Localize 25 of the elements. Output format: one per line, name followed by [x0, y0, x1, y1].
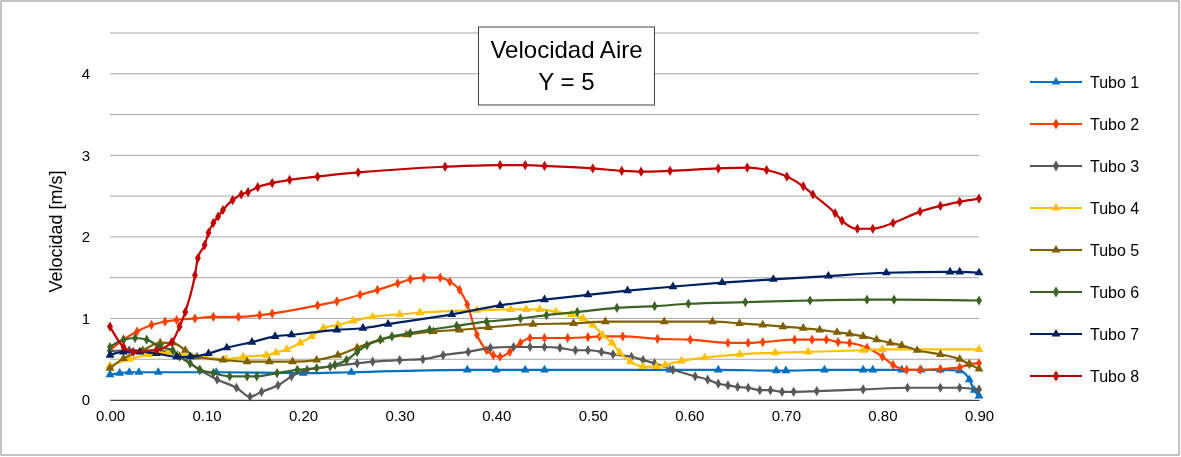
legend-label: Tubo 5	[1090, 242, 1140, 259]
y-axis-title: Velocidad [m/s]	[46, 170, 66, 293]
text: Velocidad Aire Y = 5	[490, 36, 643, 95]
legend-label: Tubo 4	[1090, 200, 1140, 217]
y-tick-label: 0	[81, 391, 90, 409]
y-tick-label: 1	[81, 309, 90, 327]
x-tick-label: 0.80	[868, 406, 898, 424]
x-tick-label: 0.50	[578, 406, 608, 424]
legend-label: Tubo 1	[1090, 74, 1140, 91]
x-tick-label: 0.40	[482, 406, 512, 424]
x-tick-label: 0.30	[385, 406, 415, 424]
legend-label: Tubo 8	[1090, 368, 1140, 385]
y-tick-label: 2	[81, 228, 90, 246]
x-tick-label: 0.00	[95, 406, 126, 424]
x-tick-label: 0.90	[964, 406, 995, 424]
legend-label: Tubo 7	[1090, 326, 1140, 343]
x-tick-label: 0.20	[289, 406, 319, 424]
x-tick-label: 0.10	[192, 406, 222, 424]
y-tick-label: 3	[81, 146, 90, 164]
y-tick-label: 4	[81, 65, 90, 83]
legend-label: Tubo 6	[1090, 284, 1140, 301]
x-tick-label: 0.70	[771, 406, 801, 424]
legend-label: Tubo 3	[1090, 158, 1140, 175]
x-tick-label: 0.60	[675, 406, 705, 424]
legend-label: Tubo 2	[1090, 116, 1140, 133]
